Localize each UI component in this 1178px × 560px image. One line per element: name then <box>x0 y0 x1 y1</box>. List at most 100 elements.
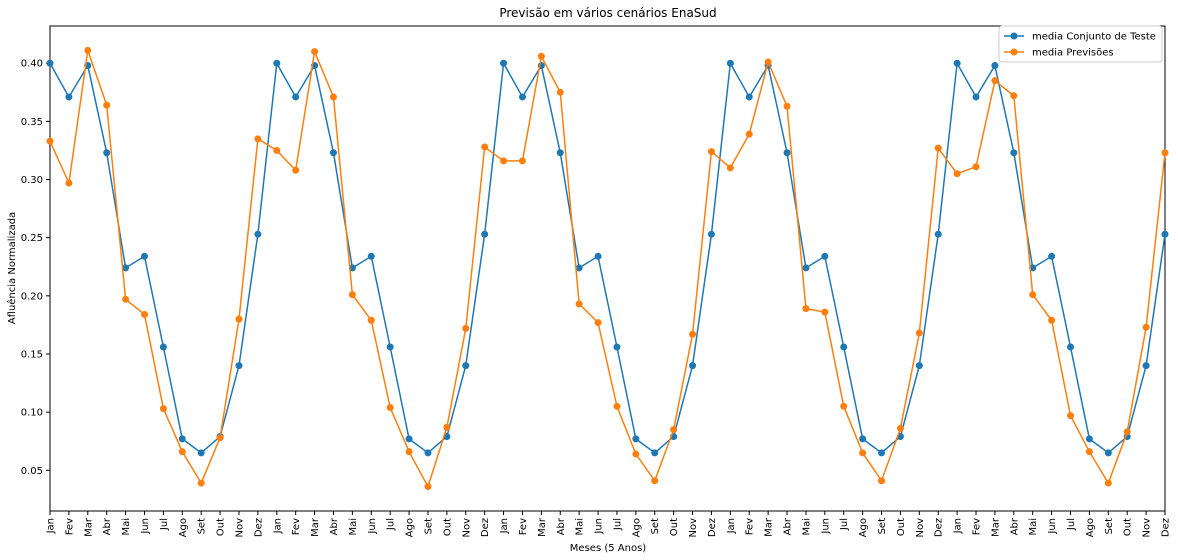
x-tick-label: Jun <box>594 518 605 535</box>
x-tick-label: Mai <box>575 518 586 536</box>
x-tick-label: Nov <box>234 518 245 538</box>
data-point <box>783 149 791 157</box>
data-point <box>1048 252 1056 260</box>
plot-area <box>49 25 1166 512</box>
legend-marker <box>1010 48 1018 56</box>
data-point <box>159 343 167 351</box>
x-tick-label: Mai <box>1028 518 1039 536</box>
data-point <box>500 59 508 67</box>
x-tick-label: Jun <box>820 518 831 535</box>
data-point <box>46 59 54 67</box>
data-point <box>972 163 980 171</box>
x-tick-label: Mar <box>310 517 321 537</box>
x-tick-label: Dez <box>934 518 945 537</box>
data-point <box>367 316 375 324</box>
data-point <box>1142 362 1150 370</box>
series-layer <box>46 46 1169 491</box>
data-point <box>1010 149 1018 157</box>
x-tick-label: Mar <box>764 517 775 537</box>
data-point <box>953 170 961 178</box>
data-point <box>1123 428 1131 436</box>
data-point <box>632 450 640 458</box>
data-point <box>991 77 999 85</box>
x-tick-label: Fev <box>972 518 983 535</box>
data-point <box>726 164 734 172</box>
data-point <box>424 483 432 491</box>
data-point <box>65 179 73 187</box>
data-point <box>500 157 508 165</box>
x-tick-label: Abr <box>556 517 567 535</box>
x-tick-label: Jan <box>953 518 964 534</box>
x-tick-label: Dez <box>253 518 264 537</box>
x-tick-label: Set <box>650 518 661 535</box>
data-point <box>575 300 583 308</box>
data-point <box>386 343 394 351</box>
x-tick-label: Mai <box>121 518 132 536</box>
data-point <box>878 477 886 485</box>
x-tick-label: Mar <box>83 517 94 537</box>
x-tick-label: Abr <box>329 517 340 535</box>
data-point <box>707 148 715 156</box>
data-point <box>178 448 186 456</box>
data-point <box>197 449 205 457</box>
x-tick-label: Jan <box>46 518 57 534</box>
data-point <box>84 46 92 54</box>
data-point <box>594 252 602 260</box>
data-point <box>953 59 961 67</box>
x-tick-label: Mai <box>801 518 812 536</box>
data-point <box>292 93 300 101</box>
x-tick-label: Nov <box>688 518 699 538</box>
x-tick-label: Jun <box>1047 518 1058 535</box>
data-point <box>707 230 715 238</box>
data-point <box>594 319 602 327</box>
data-point <box>613 402 621 410</box>
data-point <box>273 146 281 154</box>
data-point <box>103 101 111 109</box>
data-point <box>216 434 224 442</box>
data-point <box>140 310 148 318</box>
y-tick-label: 0.20 <box>21 291 43 302</box>
x-tick-label: Set <box>197 518 208 535</box>
series-line <box>49 48 1166 489</box>
data-point <box>329 93 337 101</box>
data-point <box>821 308 829 316</box>
data-point <box>1067 412 1075 420</box>
x-tick-label: Set <box>1104 518 1115 535</box>
data-point <box>840 343 848 351</box>
data-point <box>651 477 659 485</box>
x-tick-label: Set <box>423 518 434 535</box>
data-point <box>424 449 432 457</box>
y-tick-label: 0.10 <box>21 408 43 419</box>
data-point <box>859 435 867 443</box>
data-point <box>443 423 451 431</box>
data-point <box>122 264 130 272</box>
x-tick-label: Jun <box>367 518 378 535</box>
x-tick-label: Ago <box>858 518 869 537</box>
x-tick-label: Jul <box>612 518 623 531</box>
x-tick-label: Out <box>669 518 680 536</box>
legend-label: media Conjunto de Teste <box>1032 32 1156 43</box>
data-point <box>745 93 753 101</box>
data-point <box>235 315 243 323</box>
y-tick-label: 0.40 <box>21 59 43 70</box>
data-point <box>367 252 375 260</box>
data-point <box>689 362 697 370</box>
data-point <box>518 157 526 165</box>
x-tick-label: Jul <box>386 518 397 531</box>
data-point <box>764 58 772 66</box>
x-tick-label: Abr <box>783 517 794 535</box>
x-tick-label: Dez <box>1161 518 1172 537</box>
data-point <box>386 403 394 411</box>
data-point <box>405 435 413 443</box>
data-point <box>348 291 356 299</box>
x-tick-label: Out <box>896 518 907 536</box>
x-tick-label: Fev <box>291 518 302 535</box>
x-tick-label: Dez <box>707 518 718 537</box>
y-tick-label: 0.30 <box>21 175 43 186</box>
x-axis: Jan Fev Mar Abr Mai Jun Jul Ago Set Out Nov Dez Jan F… <box>46 511 1172 538</box>
x-tick-label: Out <box>442 518 453 536</box>
y-axis-label: Afluência Normalizada <box>6 212 18 324</box>
data-point <box>292 166 300 174</box>
x-tick-label: Abr <box>1009 517 1020 535</box>
data-point <box>481 143 489 151</box>
